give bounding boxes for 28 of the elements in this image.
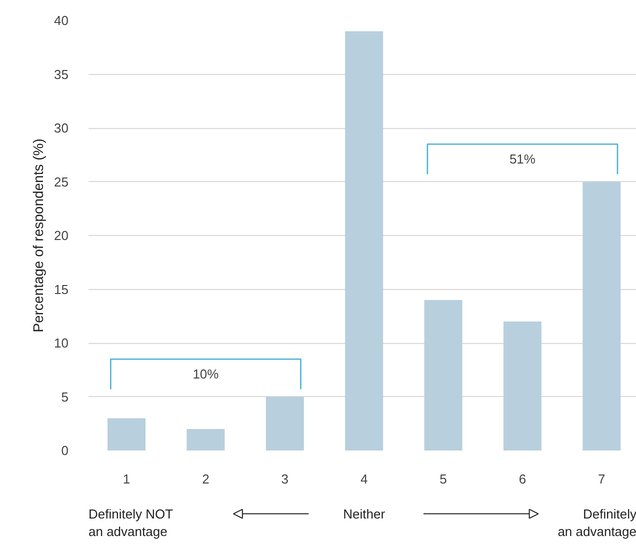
y-tick-label: 30	[54, 120, 69, 136]
bar	[582, 182, 621, 450]
x-tick-label: 6	[518, 472, 526, 486]
x-tick-label: 7	[598, 472, 606, 486]
y-axis-title: Percentage of respondents (%)	[30, 138, 46, 332]
y-tick-label: 25	[54, 174, 69, 190]
x-tick-label: 1	[122, 472, 130, 486]
x-tick-label: 5	[440, 472, 447, 486]
x-tick-label: 2	[202, 472, 210, 486]
y-tick-label: 35	[54, 66, 69, 82]
y-tick-label: 5	[61, 389, 69, 404]
text: Definitely NOT an advantage	[88, 506, 174, 540]
y-tick-label: 15	[54, 282, 69, 297]
bar	[108, 418, 146, 450]
y-tick-label: 20	[54, 228, 69, 243]
y-tick-label: 10	[54, 336, 69, 350]
bar	[186, 429, 225, 450]
x-tick-label: 3	[281, 472, 289, 486]
bar	[424, 300, 462, 450]
y-tick-label: 0	[61, 443, 69, 458]
annotation: 10%	[192, 366, 220, 382]
annotation: 51%	[509, 152, 536, 167]
text: Neither	[343, 506, 386, 522]
bar	[266, 396, 304, 450]
x-tick-label: 4	[360, 472, 368, 486]
bar	[345, 31, 384, 450]
y-tick-label: 40	[54, 13, 69, 28]
bar	[503, 322, 542, 450]
